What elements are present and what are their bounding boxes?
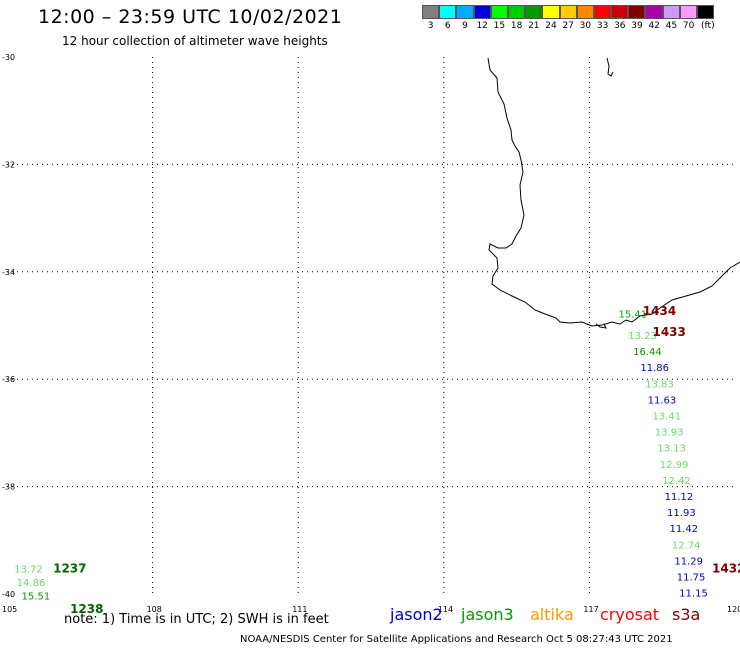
wave-height-label: 15.51 [22, 591, 51, 602]
color-scale-labels: 3 6 9 12 15 18 21 24 27 30 33 36 39 42 45 70 (ft) [422, 21, 740, 33]
lon-tick-label: 111 [292, 605, 307, 614]
scale-swatch [422, 5, 440, 19]
wave-height-label: 13.41 [652, 411, 681, 422]
wave-height-label: 13.72 [14, 565, 43, 576]
wave-height-label: 11.63 [648, 395, 677, 406]
wave-height-label: 12.74 [672, 540, 701, 551]
wave-height-label: 13.83 [645, 379, 674, 390]
lat-tick-label: -38 [2, 483, 15, 492]
australia-coastline [487, 57, 740, 327]
pass-number-label: 1237 [53, 562, 86, 576]
satellite-legend-s3a: s3a [672, 605, 701, 624]
wave-height-label: 12.99 [660, 460, 689, 471]
scale-swatch [542, 5, 560, 19]
scale-swatch [456, 5, 474, 19]
lat-tick-label: -36 [2, 375, 15, 384]
lat-tick-label: -34 [2, 268, 15, 277]
pass-number-label: 1434 [643, 304, 676, 318]
map-subtitle: 12 hour collection of altimeter wave hei… [62, 34, 328, 48]
scale-swatch [662, 5, 680, 19]
scale-label: 42 [648, 21, 660, 31]
albany-inlet [595, 323, 607, 329]
pass-number-label: 1432 [712, 562, 740, 576]
lon-tick-label: 114 [438, 605, 453, 614]
pass-number-label: 1433 [652, 325, 685, 339]
satellite-legend-cryosat: cryosat [600, 605, 660, 624]
scale-label: 15 [493, 21, 506, 31]
scale-label: 27 [562, 21, 574, 31]
lon-tick-label: 105 [2, 605, 17, 614]
pass-labels: 1434 1433 1432 1237 1238 [53, 304, 740, 616]
scale-swatch [473, 5, 491, 19]
wave-height-label: 11.15 [679, 589, 708, 600]
scale-swatch [628, 5, 646, 19]
satellite-legend-jason3: jason3 [461, 605, 514, 624]
pass-number-label: 1238 [70, 602, 103, 616]
color-scale-legend [422, 5, 715, 19]
scale-swatch [645, 5, 663, 19]
wave-height-label: 16.44 [633, 347, 662, 358]
lat-tick-label: -30 [2, 53, 15, 62]
scale-label: 3 [427, 21, 434, 31]
scale-swatch [576, 5, 594, 19]
wave-observations: 15.41 13.23 16.44 11.86 13.83 11.63 13.41 13.93… [14, 309, 708, 602]
lon-tick-label: 108 [147, 605, 162, 614]
scale-label: 9 [462, 21, 468, 31]
scale-swatch [593, 5, 612, 19]
scale-swatch [525, 5, 543, 19]
scale-label: 70 [682, 21, 695, 31]
wave-height-label: 12.42 [662, 476, 691, 487]
map-title: 12:00 – 23:59 UTC 10/02/2021 [38, 6, 343, 28]
scale-label: 30 [579, 21, 592, 31]
scale-swatch [507, 5, 526, 19]
scale-label: 45 [665, 21, 678, 31]
scale-swatch [611, 5, 629, 19]
scale-swatch [439, 5, 457, 19]
lon-tick-label: 117 [583, 605, 598, 614]
lon-tick-label: 120 [727, 605, 740, 614]
wave-height-label: 13.93 [655, 428, 684, 439]
lat-tick-label: -40 [2, 590, 15, 599]
scale-label: (ft) [701, 21, 715, 31]
rottnest-island [606, 57, 614, 77]
scale-label: 6 [444, 21, 451, 31]
note-text: note: 1) Time is in UTC; 2) SWH is in fe… [64, 612, 329, 627]
scale-swatch [679, 5, 697, 19]
satellite-legend-jason2: jason2 [390, 605, 443, 624]
scale-label: 21 [528, 21, 540, 31]
wave-height-label: 11.42 [669, 524, 698, 535]
wave-height-label: 15.41 [619, 309, 648, 320]
scale-label: 36 [614, 21, 626, 31]
scale-label: 39 [631, 21, 643, 31]
scale-label: 12 [476, 21, 488, 31]
scale-label: 18 [510, 21, 523, 31]
wave-height-label: 11.12 [665, 492, 694, 503]
wave-height-label: 14.86 [17, 578, 46, 589]
footer-credit: NOAA/NESDIS Center for Satellite Applica… [240, 634, 673, 645]
lat-tick-label: -32 [2, 160, 15, 169]
scale-swatch [559, 5, 577, 19]
satellite-legend-altika: altika [530, 605, 574, 624]
scale-label: 33 [596, 21, 609, 31]
lat-lon-grid [7, 57, 735, 594]
scale-swatch [697, 5, 715, 19]
wave-height-label: 11.75 [677, 573, 706, 584]
wave-height-label: 11.93 [667, 508, 696, 519]
axis-ticks: 105 108 111 114 117 120 -30 -32 -34 -36 -38 -40 [2, 53, 740, 614]
wave-height-label: 11.29 [674, 556, 703, 567]
wave-height-label: 13.13 [657, 444, 686, 455]
wave-height-label: 13.23 [628, 331, 657, 342]
wave-height-label: 11.86 [640, 363, 669, 374]
scale-label: 24 [545, 21, 557, 31]
scale-swatch [490, 5, 508, 19]
